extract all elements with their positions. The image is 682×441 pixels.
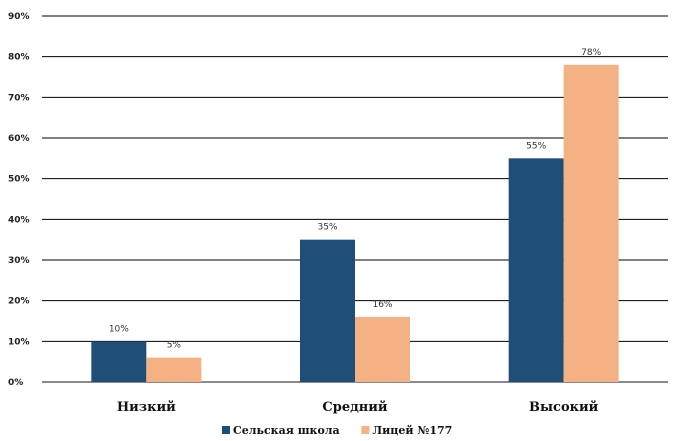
bars [91, 64, 619, 383]
data-label: 55% [526, 141, 546, 151]
bar-lyceum-1 [355, 316, 410, 382]
data-label: 5% [167, 341, 182, 351]
legend: Сельская школа Лицей №177 [222, 424, 452, 437]
y-tick-label: 30% [8, 256, 30, 266]
x-axis-categories: Низкий Средний Высокий [117, 400, 599, 415]
data-label: 10% [109, 324, 129, 334]
y-tick-label: 90% [8, 12, 30, 22]
y-tick-label: 60% [8, 134, 30, 144]
y-axis-ticks: 0% 10% 20% 30% 40% 50% 60% 70% 80% 90% [8, 12, 30, 388]
legend-label: Лицей №177 [372, 424, 452, 437]
data-label: 78% [581, 48, 601, 58]
y-tick-label: 50% [8, 175, 30, 185]
category-label: Низкий [117, 400, 176, 415]
bar-rural-school-0 [91, 341, 147, 382]
y-tick-label: 70% [8, 93, 30, 103]
legend-swatch [222, 426, 230, 434]
y-tick-label: 0% [8, 378, 23, 388]
bar-lyceum-2 [563, 64, 619, 383]
data-label: 35% [317, 223, 337, 233]
legend-label: Сельская школа [233, 424, 340, 437]
category-label: Высокий [529, 400, 599, 415]
category-label: Средний [322, 400, 388, 415]
y-tick-label: 80% [8, 53, 30, 63]
y-tick-label: 40% [8, 215, 30, 225]
bar-rural-school-2 [508, 158, 564, 382]
data-labels: 10% 5% 35% 16% 55% 78% [109, 48, 602, 351]
bar-lyceum-0 [146, 357, 202, 382]
y-tick-label: 20% [8, 297, 30, 307]
bar-rural-school-1 [300, 239, 355, 382]
y-tick-label: 10% [8, 337, 30, 347]
legend-swatch [361, 426, 370, 434]
data-label: 16% [372, 300, 392, 310]
